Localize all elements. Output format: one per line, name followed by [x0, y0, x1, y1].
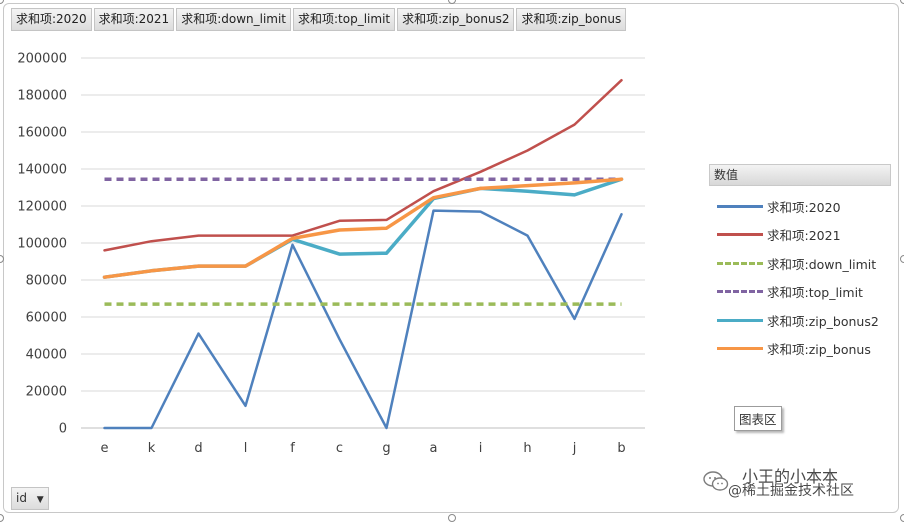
watermark-line-1: 小王的小本本 [742, 467, 839, 486]
legend-swatch [717, 261, 763, 265]
watermark: 小王的小本本 @稀土掘金技术社区 [700, 464, 900, 504]
field-button-2020[interactable]: 求和项:2020 [11, 8, 92, 31]
legend-swatch [717, 290, 763, 294]
y-tick-label: 200000 [17, 52, 67, 67]
field-button-zip-bonus2[interactable]: 求和项:zip_bonus2 [397, 8, 515, 31]
x-tick-label: g [382, 441, 390, 456]
chart-area-tooltip: 图表区 [734, 406, 782, 431]
y-tick-label: 180000 [17, 89, 67, 104]
watermark-line-2: @稀土掘金技术社区 [728, 483, 854, 499]
chevron-down-icon: ▼ [36, 495, 44, 505]
field-button-2021[interactable]: 求和项:2021 [93, 8, 175, 31]
legend-item-0[interactable]: 求和项:2020 [709, 192, 891, 221]
x-tick-label: c [336, 441, 343, 456]
gridlines [81, 57, 645, 429]
y-tick-label: 120000 [17, 200, 67, 215]
y-tick-label: 80000 [26, 274, 67, 289]
legend-swatch [717, 204, 763, 208]
legend-title[interactable]: 数值 [709, 164, 891, 186]
legend-item-4[interactable]: 求和项:zip_bonus2 [709, 306, 891, 335]
legend-items: 求和项:2020 求和项:2021 求和项:down_limit 求和项:top_li… [709, 192, 891, 363]
x-tick-label: f [290, 441, 295, 456]
x-tick-label: d [194, 441, 202, 456]
y-tick-label: 60000 [26, 311, 67, 326]
resize-handle-top-right[interactable] [900, 0, 904, 4]
row-field-label: id [16, 491, 27, 505]
x-tick-label: h [523, 441, 531, 456]
series-line-0[interactable] [103, 209, 623, 430]
x-tick-label: b [617, 441, 625, 456]
row-field-button[interactable]: id ▼ [11, 487, 49, 510]
legend-swatch [717, 233, 763, 237]
series-lines [102, 78, 624, 430]
legend-label: 求和项:top_limit [767, 285, 863, 301]
legend-label: 求和项:2021 [767, 228, 841, 244]
legend-item-3[interactable]: 求和项:top_limit [709, 278, 891, 307]
resize-handle-right[interactable] [900, 255, 904, 263]
x-tick-label: i [479, 441, 483, 456]
y-tick-label: 40000 [26, 348, 67, 363]
x-tick-label: e [101, 441, 109, 456]
value-field-buttons: 求和项:2020 求和项:2021 求和项:down_limit 求和项:top… [11, 8, 627, 31]
y-tick-label: 140000 [17, 163, 67, 178]
legend-item-2[interactable]: 求和项:down_limit [709, 249, 891, 278]
legend[interactable]: 数值 求和项:2020 求和项:2021 求和项:down_limit 求和项:top… [709, 164, 891, 363]
legend-item-5[interactable]: 求和项:zip_bonus [709, 335, 891, 364]
x-tick-label: a [430, 441, 438, 456]
x-tick-label: k [148, 441, 156, 456]
field-button-zip-bonus[interactable]: 求和项:zip_bonus [516, 8, 627, 31]
field-button-down-limit[interactable]: 求和项:down_limit [176, 8, 292, 31]
y-tick-label: 0 [59, 422, 67, 437]
legend-swatch [717, 318, 763, 322]
legend-label: 求和项:zip_bonus [767, 342, 871, 358]
wechat-icon [703, 471, 729, 491]
field-button-top-limit[interactable]: 求和项:top_limit [293, 8, 396, 31]
legend-swatch [717, 347, 763, 351]
legend-label: 求和项:zip_bonus2 [767, 313, 879, 329]
series-line-1[interactable] [103, 78, 623, 252]
series-line-5[interactable] [102, 177, 624, 279]
y-tick-label: 100000 [17, 237, 67, 252]
y-axis-tick-labels: 0 20000 40000 60000 80000 100000 120000 140000 1… [17, 52, 67, 437]
x-tick-label: l [244, 441, 248, 456]
y-tick-label: 20000 [26, 385, 67, 400]
y-tick-label: 160000 [17, 126, 67, 141]
legend-item-1[interactable]: 求和项:2021 [709, 221, 891, 250]
legend-label: 求和项:down_limit [767, 256, 877, 272]
x-tick-label: j [572, 441, 577, 456]
legend-label: 求和项:2020 [767, 199, 841, 215]
